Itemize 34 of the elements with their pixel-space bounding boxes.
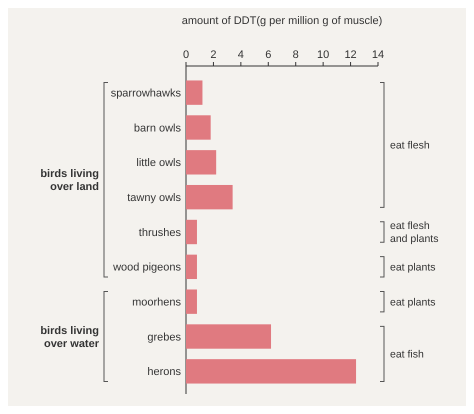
text: birds living over land: [40, 168, 99, 194]
x-tick-label: 2: [210, 49, 216, 61]
text: eat plants: [390, 296, 436, 308]
bar: [186, 324, 272, 349]
x-tick-label: 0: [182, 49, 190, 61]
y-tick-label: sparrowhawks: [110, 87, 182, 100]
bar: [186, 115, 211, 140]
y-tick-label: barn owls: [134, 122, 182, 134]
bar: [186, 254, 197, 280]
text: eat plants: [390, 262, 436, 274]
x-axis-title: amount of DDT(g per million g of muscle): [182, 15, 382, 27]
text: eat fish: [390, 348, 424, 361]
text: eat flesh: [390, 140, 430, 152]
y-tick-label: tawny owls: [127, 192, 182, 204]
bar: [186, 359, 356, 384]
x-tick-label: 4: [238, 49, 244, 61]
x-tick-label: 8: [292, 49, 299, 61]
bar: [186, 220, 197, 244]
x-tick-label: 10: [317, 49, 330, 61]
y-tick-label: moorhens: [132, 296, 182, 309]
y-tick-label: thrushes: [138, 226, 182, 239]
y-tick-label: herons: [147, 366, 182, 378]
x-tick-label: 12: [344, 49, 357, 61]
x-tick-label: 6: [265, 49, 272, 61]
bar: [186, 150, 216, 175]
y-tick-label: grebes: [147, 331, 182, 344]
bar: [186, 289, 197, 314]
x-tick-label: 14: [372, 49, 384, 61]
bar: [186, 184, 233, 210]
text: birds living over water: [40, 324, 100, 350]
text: eat flesh and plants: [390, 220, 438, 246]
y-tick-label: little owls: [136, 157, 182, 170]
bar: [186, 80, 202, 105]
y-tick-label: wood pigeons: [112, 262, 182, 274]
